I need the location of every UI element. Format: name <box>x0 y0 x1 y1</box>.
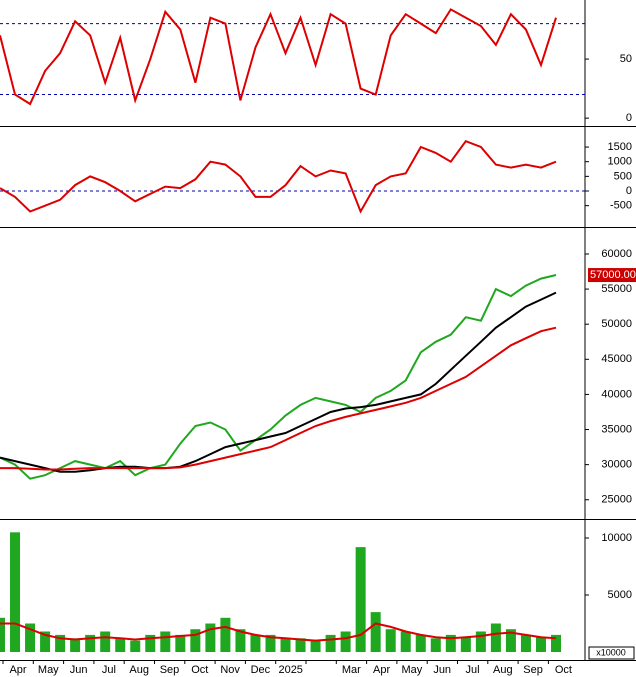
volume-bar <box>520 634 531 652</box>
y-tick-label: 50000 <box>601 318 632 330</box>
volume-bar <box>430 638 441 652</box>
x-tick-label: Oct <box>191 664 208 676</box>
volume-bar <box>235 629 246 652</box>
x-tick-label: Aug <box>493 664 513 676</box>
x-tick-label: Aug <box>129 664 149 676</box>
volume-bar <box>551 634 561 652</box>
unit-label: x10000 <box>596 647 626 657</box>
volume-bar <box>385 629 396 652</box>
volume-bar <box>25 623 36 652</box>
volume-bar <box>190 629 201 652</box>
volume-bar <box>370 612 381 652</box>
x-tick-label: Mar <box>342 664 361 676</box>
volume-bar <box>445 634 456 652</box>
volume-bar <box>475 631 486 652</box>
volume-bar <box>460 637 471 652</box>
y-tick-label: 50 <box>620 53 632 65</box>
volume-bar <box>265 634 276 652</box>
x-tick-label: Apr <box>373 664 390 676</box>
y-tick-label: 40000 <box>601 388 632 400</box>
volume-bar <box>205 623 216 652</box>
x-tick-label: 2025 <box>278 664 302 676</box>
series-line <box>0 8 557 106</box>
y-tick-label: -500 <box>610 200 632 212</box>
x-tick-label: Apr <box>9 664 26 676</box>
y-tick-label: 0 <box>626 112 632 124</box>
volume-bar <box>0 617 5 652</box>
y-tick-label: 0 <box>626 185 632 197</box>
volume-bar <box>115 638 126 652</box>
y-tick-label: 35000 <box>601 423 632 435</box>
volume-bar <box>355 547 366 652</box>
x-tick-label: Jul <box>102 664 116 676</box>
last-price-box <box>588 268 636 283</box>
volume-bar <box>85 634 96 652</box>
volume-bar <box>340 631 351 652</box>
x-tick-label: Nov <box>220 664 240 676</box>
volume-bar <box>280 638 291 652</box>
x-tick-label: Sep <box>160 664 180 676</box>
series-line <box>0 139 557 214</box>
series-line <box>0 274 557 480</box>
volume-bar <box>70 638 81 652</box>
volume-bar <box>175 634 186 652</box>
volume-bar <box>400 631 411 652</box>
last-price-label: 57000.00 <box>590 269 636 281</box>
unit-box <box>588 646 635 660</box>
volume-bar <box>415 634 426 652</box>
x-tick-label: Jul <box>465 664 479 676</box>
volume-bar <box>505 629 516 652</box>
y-tick-label: 5000 <box>608 589 632 601</box>
x-tick-label: Sep <box>523 664 543 676</box>
y-tick-label: 10000 <box>601 532 632 544</box>
y-tick-label: 25000 <box>601 494 632 506</box>
volume-bar <box>40 631 51 652</box>
volume-bar <box>325 634 336 652</box>
volume-bar <box>490 623 501 652</box>
volume-bar <box>295 638 306 652</box>
volume-bar <box>100 631 111 652</box>
series-line <box>0 291 557 473</box>
x-tick-label: May <box>38 664 59 676</box>
volume-bar <box>310 640 321 652</box>
x-tick-label: Oct <box>555 664 572 676</box>
x-tick-label: Jun <box>70 664 88 676</box>
volume-bar <box>10 532 21 652</box>
volume-bar <box>160 631 171 652</box>
y-tick-label: 60000 <box>601 248 632 260</box>
y-tick-label: 55000 <box>601 283 632 295</box>
volume-bar <box>130 640 141 652</box>
y-tick-label: 500 <box>614 170 632 182</box>
volume-bar <box>145 634 156 652</box>
y-tick-label: 1000 <box>608 156 632 168</box>
volume-bar <box>535 637 546 652</box>
x-tick-label: Jun <box>433 664 451 676</box>
volume-bar <box>220 617 231 652</box>
series-line <box>0 326 557 471</box>
y-tick-label: 30000 <box>601 459 632 471</box>
volume-bar <box>55 634 66 652</box>
y-tick-label: 45000 <box>601 353 632 365</box>
x-tick-label: Dec <box>251 664 271 676</box>
y-tick-label: 1500 <box>608 141 632 153</box>
volume-bar <box>250 634 261 652</box>
x-tick-label: May <box>402 664 423 676</box>
series-line <box>0 622 557 642</box>
